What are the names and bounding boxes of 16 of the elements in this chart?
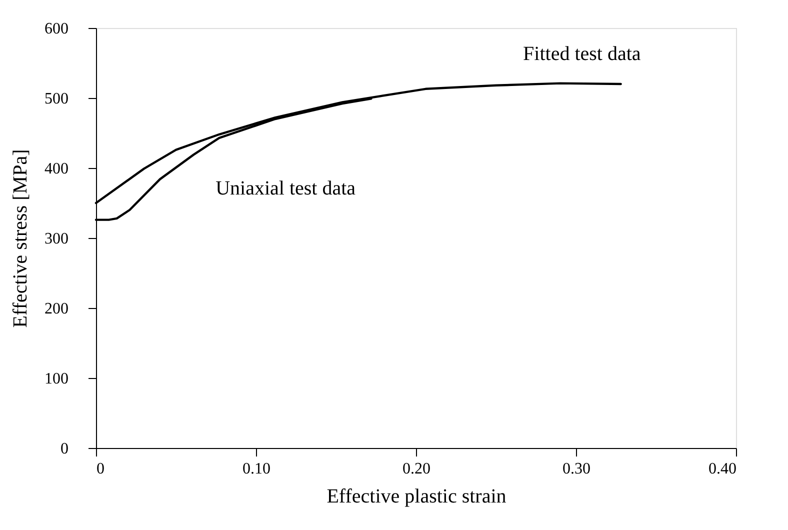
y-tick-label: 300 — [44, 230, 68, 248]
y-tick-label: 100 — [44, 370, 68, 388]
y-tick-label: 400 — [44, 160, 68, 178]
y-axis-title: Effective stress [MPa] — [10, 149, 32, 328]
y-tick-label: 600 — [44, 20, 68, 38]
x-tick-label: 0.20 — [402, 460, 430, 478]
x-axis-title: Effective plastic strain — [326, 486, 506, 508]
x-tick-label: 0 — [96, 460, 104, 478]
y-tick-label: 200 — [44, 300, 68, 318]
y-tick-label: 500 — [44, 90, 68, 108]
x-tick-label: 0.10 — [242, 460, 270, 478]
series-label: Uniaxial test data — [216, 178, 356, 200]
x-tick-label: 0.40 — [708, 460, 736, 478]
x-tick-label: 0.30 — [562, 460, 590, 478]
series-label: Fitted test data — [523, 43, 641, 65]
y-tick-label: 0 — [60, 440, 68, 458]
